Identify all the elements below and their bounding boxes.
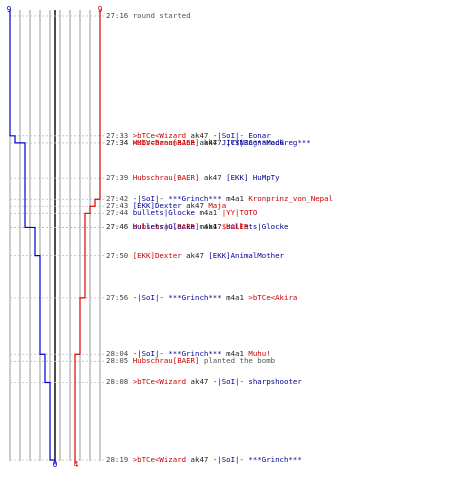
event-text: m4a1 <box>221 194 249 204</box>
event-text: ak47 <box>186 130 213 140</box>
event-text: |YY|TOTO <box>221 208 258 218</box>
event-text: bullets|Glocke <box>132 208 195 218</box>
event-text: ak47 <box>186 455 213 464</box>
event-text: ak47 <box>195 137 222 147</box>
event-text: Hubschrau[BAER] <box>132 137 200 147</box>
event-text: ak47 <box>199 137 227 147</box>
event-time: 27:43 <box>106 201 129 211</box>
event-text: Hubschrau[BAER] <box>132 222 200 232</box>
series-line-team-a <box>9 10 56 464</box>
event-text: JIC$NJC***MadGreg*** <box>221 137 311 147</box>
event-text: [EKK]AnimalMother <box>208 250 285 260</box>
event-text: Hubschrau[BAER] <box>132 356 200 366</box>
event-time: 27:42 <box>106 194 129 204</box>
event-text: m4a1 <box>221 292 249 302</box>
event-text: bullets|Glocke <box>132 222 195 232</box>
event-text: -|SoI|- ***Grinch*** <box>132 349 222 359</box>
event-time: 28:08 <box>106 377 129 387</box>
event-row: 27:16 round started <box>106 12 191 20</box>
series-line-team-b <box>74 10 101 464</box>
event-row: 27:43 [EKK]Dexter ak47 Maja <box>106 202 226 210</box>
event-text: [EKK]Dexter <box>132 201 182 211</box>
event-time: 27:50 <box>106 250 129 260</box>
event-text: Maja <box>208 201 227 211</box>
event-row: 28:19 >bTCe<Wizard ak47 -|SoI|- ***Grinc… <box>106 456 302 464</box>
event-text: Kronprinz_von_Nepal <box>248 194 333 204</box>
event-text: ak47 <box>181 250 209 260</box>
end-count-label: 0 <box>53 460 58 469</box>
event-text: m4a1 <box>195 222 222 232</box>
event-time: 27:33 <box>106 130 129 140</box>
event-row: 27:50 [EKK]Dexter ak47 [EKK]AnimalMother <box>106 250 285 260</box>
event-text: [EKK] HuMpTy <box>226 173 280 183</box>
event-time: 28:04 <box>106 349 129 359</box>
event-text: -|SoI|- ***Grinch*** <box>132 292 222 302</box>
event-time: 27:39 <box>106 173 129 183</box>
event-time: 27:46 <box>106 222 129 232</box>
event-text: bullets|Glocke <box>226 222 289 232</box>
event-text: =MIV=BananaJoe <box>132 137 195 147</box>
event-text: ak47 <box>199 173 227 183</box>
event-text: >bTCe<Wizard <box>132 455 187 464</box>
event-text: $HALER <box>221 222 249 232</box>
event-time: 27:44 <box>106 208 129 218</box>
event-row: 27:46 Hubschrau[BAER] ak47 bullets|Glock… <box>106 223 288 231</box>
event-text: [EKK]Dexter <box>132 250 182 260</box>
event-row: 27:56 -|SoI|- ***Grinch*** m4a1 >bTCe<Ak… <box>106 292 298 302</box>
event-row: 27:39 Hubschrau[BAER] ak47 [EKK] HuMpTy <box>106 174 280 182</box>
event-time: 27:16 <box>106 11 129 20</box>
event-time: 27:46 <box>106 222 129 232</box>
end-count-label: 4 <box>74 460 79 469</box>
event-text: round started <box>132 11 191 20</box>
event-text: ak47 <box>181 201 209 211</box>
event-row: 28:05 Hubschrau[BAER] planted the bomb <box>106 357 275 365</box>
event-row: 27:44 bullets|Glocke m4a1 |YY|TOTO <box>106 209 257 217</box>
start-count-label: 9 <box>98 5 103 14</box>
event-time: 27:34 <box>106 137 129 147</box>
event-row: 27:46 bullets|Glocke m4a1 $HALER <box>106 223 248 231</box>
event-text: |YY|Ragnarock <box>226 137 285 147</box>
event-text: >bTCe<Akira <box>248 292 298 302</box>
event-row: 27:34 =MIV=BananaJoe ak47 JIC$NJC***MadG… <box>106 137 311 147</box>
event-text: >bTCe<Wizard <box>132 130 187 140</box>
event-text: -|SoI|- ***Grinch*** <box>132 194 222 204</box>
event-text: planted the bomb <box>199 356 276 366</box>
event-text: -|SoI|- sharpshooter <box>212 377 302 387</box>
event-row: 27:34 Hubschrau[BAER] ak47 |YY|Ragnarock <box>106 137 285 147</box>
event-text: -|SoI|- ***Grinch*** <box>212 455 302 464</box>
event-text: Muhu! <box>248 349 271 359</box>
event-time: 28:05 <box>106 356 129 366</box>
event-text: Hubschrau[BAER] <box>132 173 200 183</box>
event-row: 27:42 -|SoI|- ***Grinch*** m4a1 Kronprin… <box>106 195 333 203</box>
event-row: 28:04 -|SoI|- ***Grinch*** m4a1 Muhu! <box>106 350 271 358</box>
event-text: ak47 <box>186 377 213 387</box>
event-text: m4a1 <box>221 349 249 359</box>
event-time: 27:34 <box>106 137 129 147</box>
event-row: 28:08 >bTCe<Wizard ak47 -|SoI|- sharpsho… <box>106 378 302 386</box>
event-text: -|SoI|- Eonar <box>212 130 271 140</box>
event-row: 27:33 >bTCe<Wizard ak47 -|SoI|- Eonar <box>106 130 271 140</box>
event-text: ak47 <box>199 222 227 232</box>
event-text: >bTCe<Wizard <box>132 377 187 387</box>
event-time: 28:19 <box>106 455 129 464</box>
start-count-label: 9 <box>7 5 12 14</box>
event-text: m4a1 <box>195 208 222 218</box>
event-time: 27:56 <box>106 292 129 302</box>
